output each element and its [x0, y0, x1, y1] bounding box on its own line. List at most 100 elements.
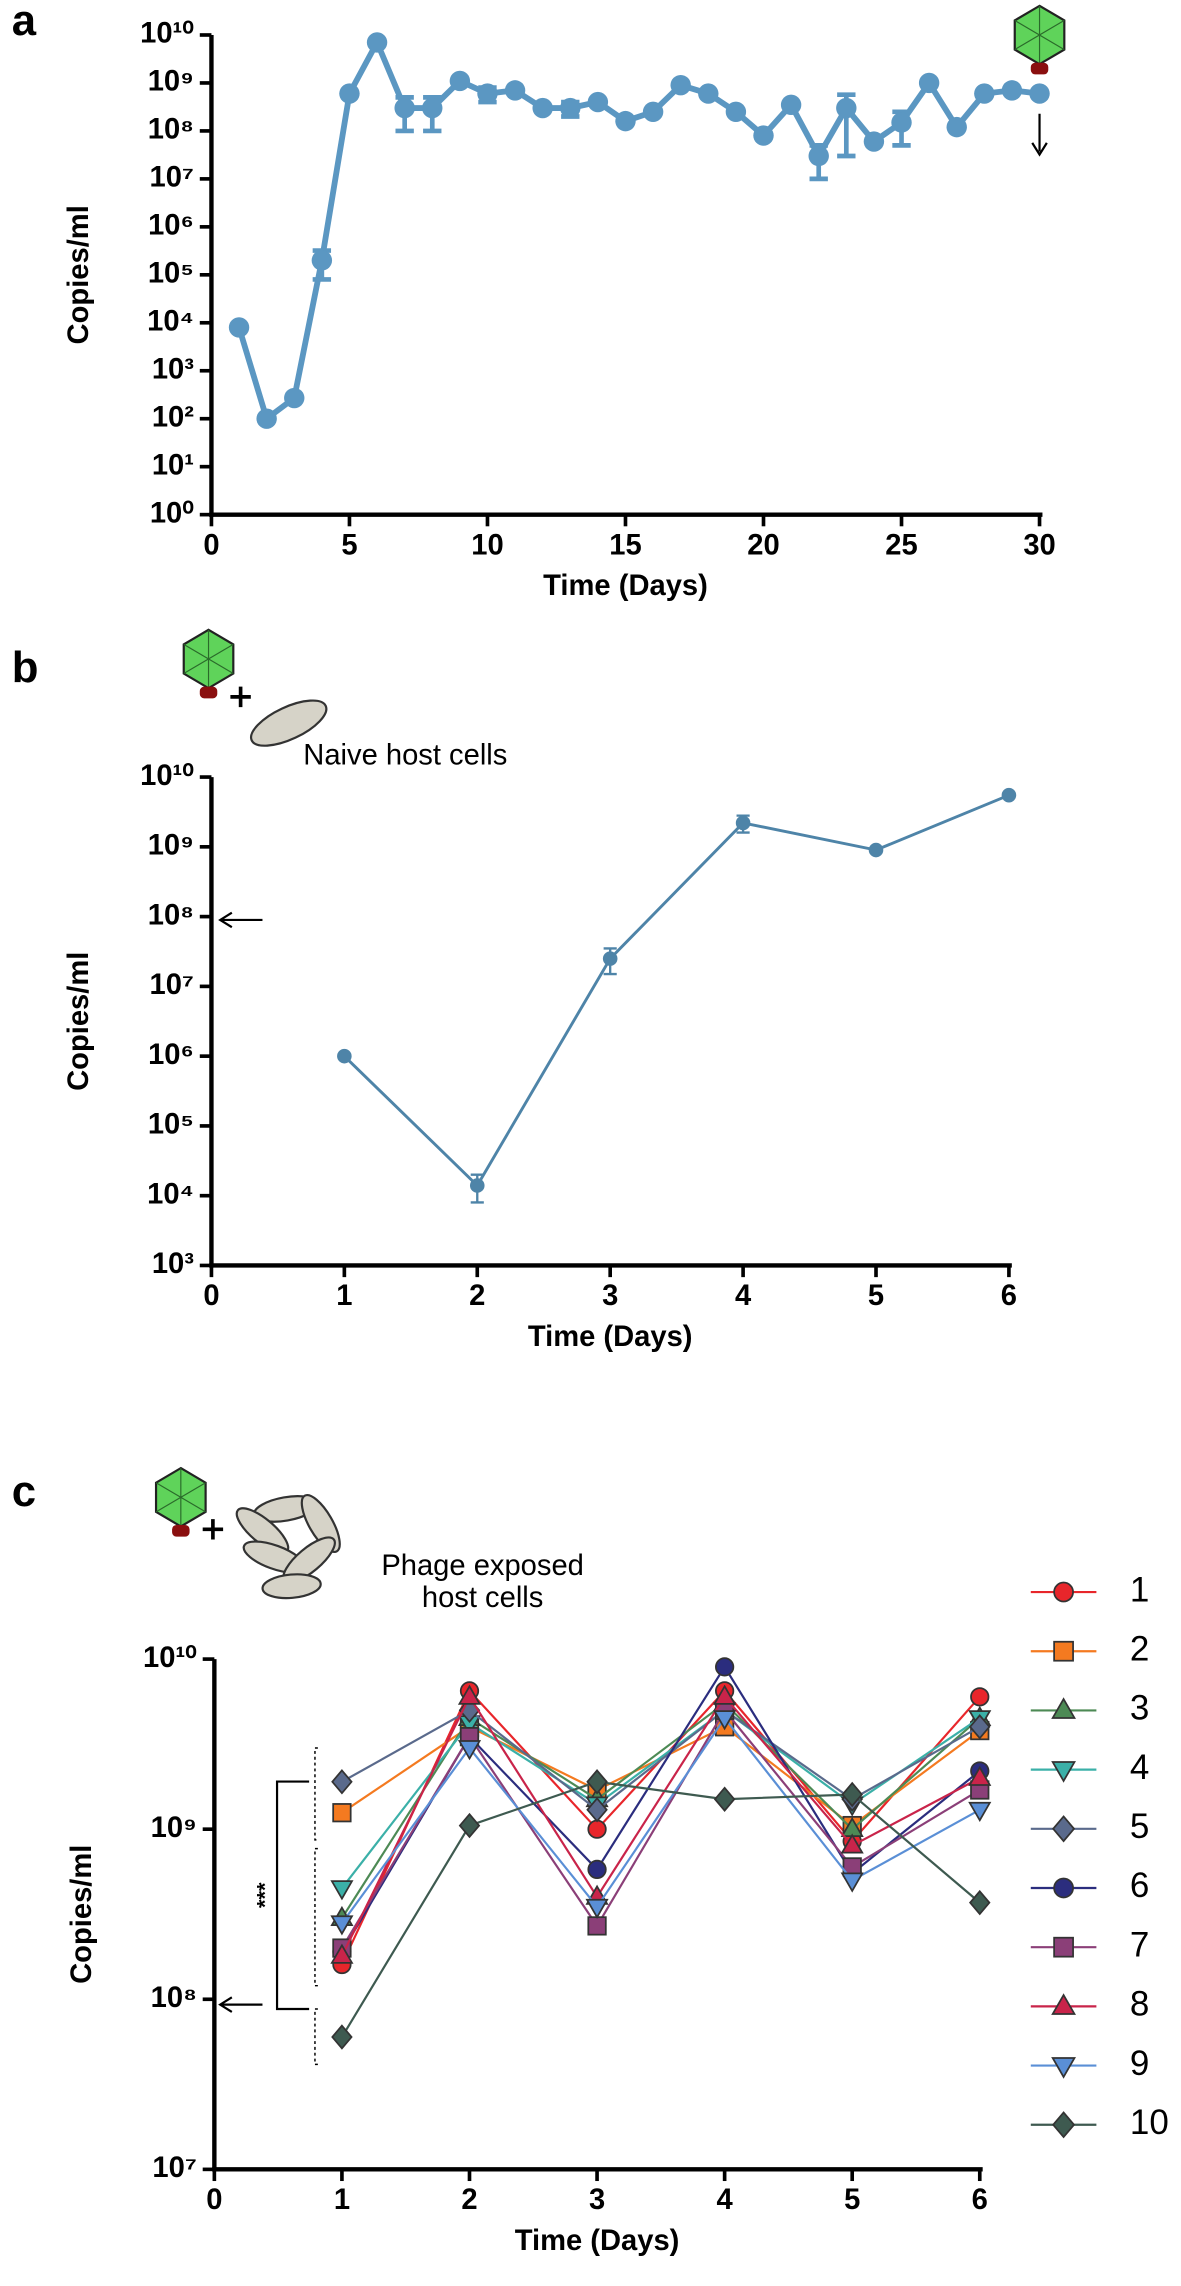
- marker: [337, 1048, 352, 1064]
- marker: [366, 32, 388, 53]
- y-tick-label: 10⁵: [148, 258, 194, 290]
- marker: [713, 1786, 736, 1812]
- x-tick-label: 6: [972, 2184, 988, 2216]
- marker: [868, 842, 884, 858]
- marker: [228, 317, 250, 338]
- marker: [586, 1797, 608, 1823]
- plus: [230, 686, 251, 708]
- marker: [836, 97, 857, 119]
- marker: [1001, 80, 1023, 101]
- marker: [735, 815, 751, 831]
- y-tick-label: 10⁸: [148, 114, 194, 146]
- marker: [713, 1684, 737, 1705]
- marker: [968, 1889, 991, 1916]
- x-tick-label: 1: [334, 2184, 350, 2216]
- arrow: [218, 911, 263, 929]
- series-line: [340, 1708, 981, 1949]
- marker: [457, 1740, 482, 1761]
- y-tick-label: 10⁸: [148, 899, 194, 931]
- x-tick-label: 3: [589, 2184, 605, 2216]
- marker: [840, 1833, 864, 1854]
- legend-label: 9: [1130, 2044, 1149, 2083]
- marker: [586, 1769, 608, 1795]
- legend-marker: [1052, 2111, 1076, 2139]
- y-tick-label: 10¹: [152, 449, 194, 481]
- marker: [715, 1657, 735, 1677]
- phage-icon: [154, 1466, 207, 1537]
- legend-marker: [1053, 1936, 1074, 1958]
- x-axis-label: Time (Days): [543, 570, 708, 602]
- y-axis-label: Copies/ml: [63, 205, 95, 344]
- y-tick-label: 10⁹: [151, 1812, 197, 1844]
- series-line: [340, 1780, 981, 2038]
- legend-marker: [1052, 1815, 1076, 1843]
- series-line: [341, 1708, 981, 1889]
- legend-label: 7: [1130, 1925, 1149, 1964]
- phage-icon: [182, 628, 235, 699]
- series-line: [341, 1716, 981, 1924]
- marker: [457, 1684, 482, 1705]
- x-tick-label: 0: [203, 1280, 219, 1312]
- annotation: Phage exposed: [381, 1550, 584, 1582]
- panel-label: a: [12, 0, 37, 45]
- y-tick-label: 10⁴: [147, 1178, 194, 1210]
- marker: [477, 83, 498, 104]
- y-tick-label: 10⁶: [148, 210, 194, 242]
- y-tick-label: 10⁹: [148, 830, 194, 862]
- host-cells: [235, 1494, 341, 1600]
- x-tick-label: 4: [735, 1280, 752, 1312]
- y-tick-label: 10⁹: [148, 66, 194, 98]
- x-tick-label: 5: [868, 1280, 884, 1312]
- marker: [841, 1781, 863, 1808]
- x-tick-label: 2: [469, 1280, 485, 1312]
- marker: [331, 1769, 353, 1795]
- x-axis-label: Time (Days): [528, 1321, 693, 1353]
- y-tick-label: 10⁶: [148, 1039, 194, 1071]
- marker: [587, 1859, 607, 1880]
- marker: [469, 1178, 485, 1193]
- marker: [394, 97, 415, 119]
- y-tick-label: 10¹⁰: [143, 1642, 197, 1674]
- marker: [968, 1765, 992, 1786]
- significance-bracket: [275, 1747, 318, 2066]
- legend-marker: [1053, 1877, 1074, 1899]
- marker: [974, 83, 995, 104]
- annotation: host cells: [422, 1582, 543, 1614]
- legend-label: 8: [1130, 1985, 1149, 2024]
- marker: [602, 951, 618, 966]
- legend-marker: [1051, 2057, 1077, 2079]
- panel-label: b: [12, 643, 39, 692]
- series-line: [340, 1694, 981, 1957]
- marker: [331, 2024, 353, 2050]
- marker: [946, 116, 967, 138]
- panel-label: c: [12, 1467, 36, 1516]
- x-tick-label: 5: [341, 529, 357, 561]
- marker: [753, 125, 774, 146]
- marker: [256, 408, 277, 429]
- marker: [284, 387, 305, 409]
- marker: [311, 250, 333, 271]
- y-tick-label: 10⁸: [151, 1982, 197, 2014]
- marker: [532, 97, 553, 119]
- legend-marker: [1053, 1581, 1074, 1603]
- x-tick-label: 25: [885, 529, 917, 561]
- marker: [891, 112, 912, 133]
- y-tick-label: 10³: [152, 1248, 194, 1280]
- y-tick-label: 10⁷: [152, 2152, 196, 2184]
- marker: [560, 97, 581, 119]
- x-tick-label: 0: [203, 529, 219, 561]
- series-line: [341, 1708, 981, 1812]
- marker: [585, 1898, 609, 1919]
- marker: [780, 94, 802, 116]
- y-tick-label: 10⁴: [147, 305, 194, 337]
- marker: [587, 91, 609, 113]
- x-tick-label: 6: [1001, 1280, 1017, 1312]
- marker: [330, 1943, 354, 1964]
- x-tick-label: 0: [206, 2184, 222, 2216]
- x-tick-label: 30: [1023, 529, 1055, 561]
- marker: [808, 145, 829, 167]
- marker: [458, 1812, 481, 1839]
- marker: [339, 83, 360, 104]
- marker: [449, 70, 471, 92]
